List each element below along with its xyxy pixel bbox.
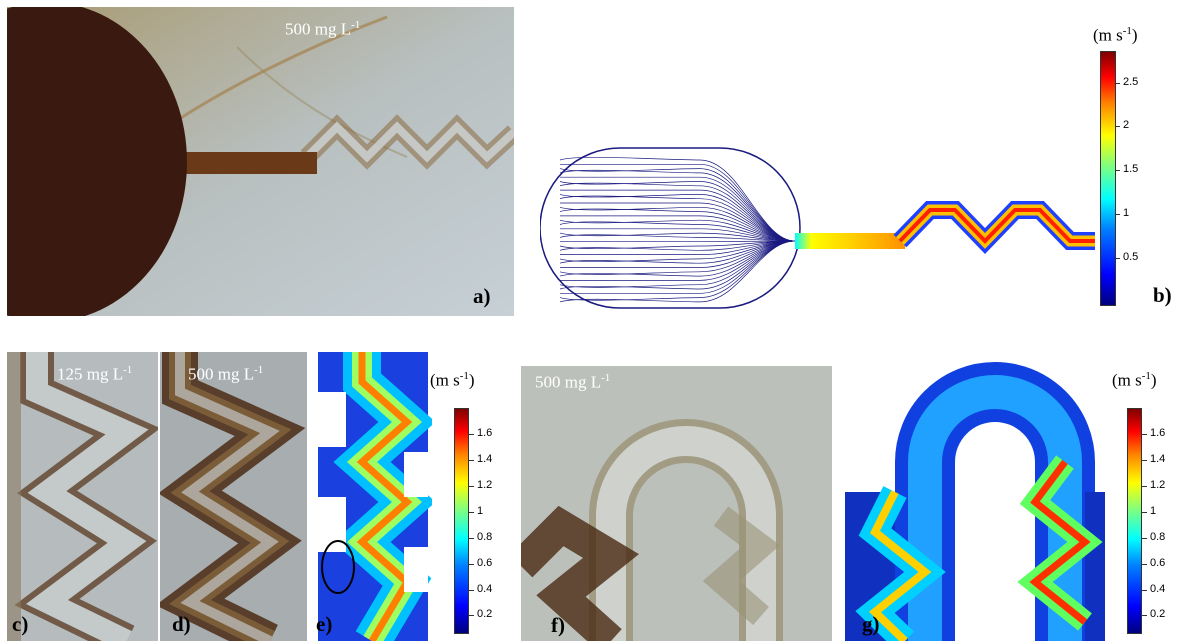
colorbar-tick: 1.5 bbox=[1114, 163, 1139, 175]
colorbar-tick: 0.8 bbox=[468, 531, 493, 543]
colorbar-tick: 0.5 bbox=[1114, 251, 1139, 263]
streamline bbox=[560, 189, 796, 242]
streamline bbox=[560, 215, 796, 242]
streamline bbox=[559, 195, 796, 242]
photo-panel-a: 500 mg L-1 a) bbox=[7, 7, 514, 316]
concentration-label: 500 mg L-1 bbox=[535, 372, 611, 392]
streamline bbox=[559, 240, 796, 251]
colorbar-unit: (m s-1) bbox=[1112, 370, 1157, 390]
panel-label-f: f) bbox=[551, 613, 565, 637]
streamline bbox=[560, 228, 796, 242]
colorbar-tick: 1.2 bbox=[1141, 479, 1166, 491]
streamline bbox=[560, 240, 796, 268]
colorbar bbox=[454, 408, 469, 634]
colorbar-tick: 0.6 bbox=[468, 557, 493, 569]
photo-f-drawing bbox=[521, 366, 832, 641]
streamline bbox=[560, 202, 796, 242]
photo-d-drawing bbox=[160, 352, 307, 641]
panel-label-b: b) bbox=[1153, 283, 1172, 307]
photo-c-drawing bbox=[7, 352, 158, 641]
colorbar-tick: 1.4 bbox=[468, 453, 493, 465]
panel-label-g: g) bbox=[862, 612, 880, 636]
streamline bbox=[559, 232, 796, 242]
colorbar bbox=[1127, 408, 1142, 634]
panel-label-e: e) bbox=[316, 612, 333, 636]
panel-label-a: a) bbox=[473, 284, 491, 308]
streamline bbox=[559, 182, 796, 242]
streamline bbox=[559, 240, 796, 290]
colorbar-tick: 1.4 bbox=[1141, 453, 1166, 465]
velocity-field-g bbox=[845, 362, 1105, 641]
streamline bbox=[559, 156, 796, 242]
streamline bbox=[560, 176, 796, 242]
streamline bbox=[559, 234, 796, 242]
colorbar-tick: 2.5 bbox=[1114, 76, 1139, 88]
simulation-panel-b: (m s-1) 2.5 2 1.5 1 0.5 b) bbox=[540, 20, 1180, 316]
colorbar-tick: 0.4 bbox=[1141, 583, 1166, 595]
colorbar-tick: 0.4 bbox=[468, 583, 493, 595]
photo-panel-d: 500 mg L-1 d) bbox=[160, 352, 307, 641]
streamline bbox=[560, 240, 796, 281]
panel-label-d: d) bbox=[172, 612, 191, 636]
streamline bbox=[559, 240, 796, 250]
colorbar-tick: 1 bbox=[1114, 207, 1130, 219]
velocity-field-b bbox=[540, 147, 1095, 309]
photo-panel-f: 500 mg L-1 f) bbox=[521, 366, 832, 641]
streamline bbox=[559, 240, 796, 301]
colorbar-unit: (m s-1) bbox=[430, 370, 475, 390]
streamline bbox=[559, 194, 796, 242]
colorbar-tick: 0.8 bbox=[1141, 531, 1166, 543]
streamline bbox=[559, 240, 796, 262]
concentration-label: 500 mg L-1 bbox=[285, 19, 361, 39]
streamline bbox=[559, 240, 796, 277]
colorbar-tick: 1 bbox=[468, 505, 484, 517]
simulation-panel-e: (m s-1) 1.6 1.4 1.2 1 0.8 0.6 0.4 0.2 e) bbox=[312, 352, 517, 641]
streamline bbox=[559, 240, 796, 303]
concentration-label: 500 mg L-1 bbox=[188, 364, 264, 384]
streamline bbox=[560, 163, 796, 242]
colorbar-tick: 1 bbox=[1141, 505, 1157, 517]
streamline bbox=[559, 168, 796, 242]
streamline bbox=[559, 181, 796, 242]
streamline bbox=[559, 240, 796, 264]
streamline bbox=[560, 240, 796, 243]
photo-panel-c: 125 mg L-1 c) bbox=[7, 352, 158, 641]
streamline bbox=[559, 219, 796, 242]
streamline bbox=[559, 221, 796, 242]
streamline bbox=[559, 240, 796, 288]
colorbar-tick: 1.6 bbox=[468, 427, 493, 439]
colorbar-tick: 1.6 bbox=[1141, 427, 1166, 439]
panel-label-c: c) bbox=[12, 612, 29, 636]
colorbar-tick: 0.2 bbox=[468, 608, 493, 620]
colorbar-tick: 2 bbox=[1114, 119, 1130, 131]
streamline bbox=[559, 169, 796, 242]
colorbar-tick: 0.6 bbox=[1141, 557, 1166, 569]
concentration-label: 125 mg L-1 bbox=[57, 364, 133, 384]
streamline bbox=[559, 208, 796, 242]
streamline bbox=[559, 206, 796, 242]
streamline bbox=[560, 240, 796, 255]
streamline bbox=[559, 240, 796, 275]
streamline bbox=[560, 240, 796, 294]
photo-a-drawing bbox=[7, 7, 514, 316]
simulation-panel-g: (m s-1) 1.6 1.4 1.2 1 0.8 0.6 0.4 0.2 g) bbox=[835, 352, 1180, 641]
colorbar bbox=[1100, 51, 1116, 306]
colorbar-unit: (m s-1) bbox=[1093, 25, 1138, 45]
velocity-field-e bbox=[318, 352, 432, 641]
colorbar-tick: 0.2 bbox=[1141, 608, 1166, 620]
colorbar-tick: 1.2 bbox=[468, 479, 493, 491]
